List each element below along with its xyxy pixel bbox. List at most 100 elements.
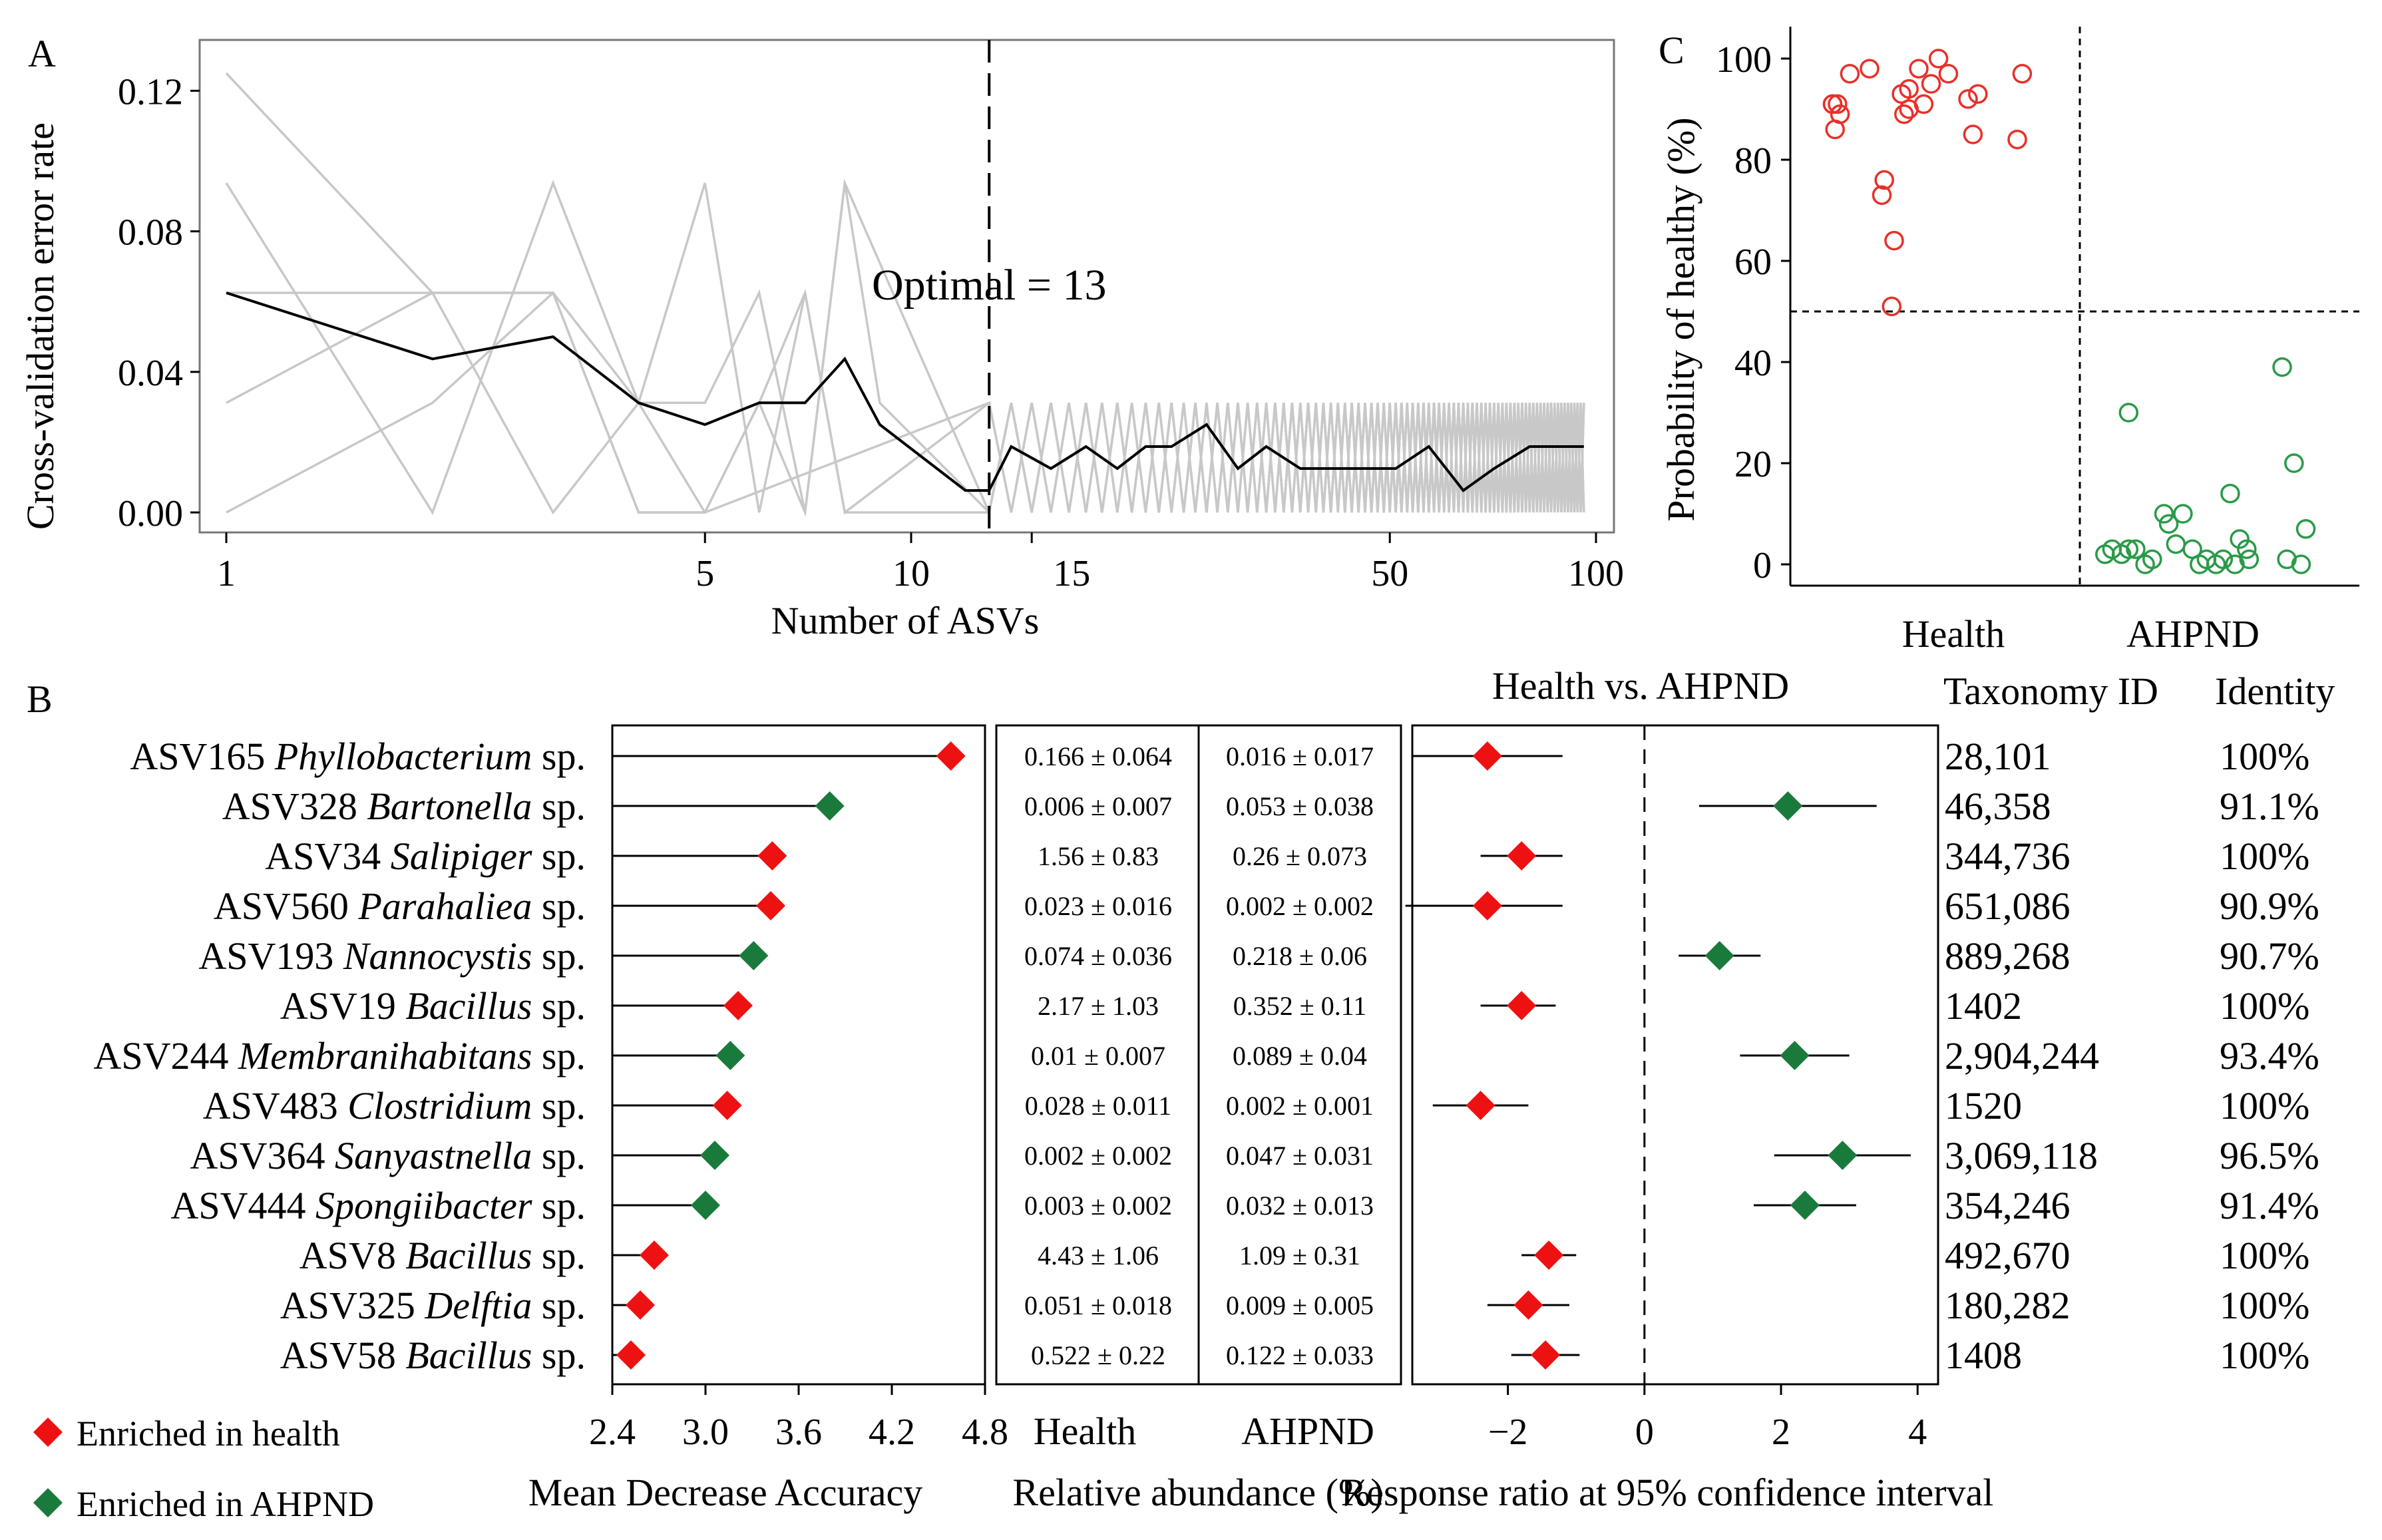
rr-marker: [1507, 991, 1537, 1020]
rr-tick-label: −2: [1488, 1412, 1528, 1453]
asv-genus: Bartonella: [367, 785, 532, 828]
panel-b-rr-axis: −2 0 2 4: [1488, 1384, 1927, 1453]
asv-sp: sp.: [532, 835, 586, 878]
asv-genus: Membranihabitans: [238, 1034, 532, 1077]
asv-id: ASV34: [265, 835, 391, 878]
asv-genus: Delftia: [424, 1284, 532, 1327]
abund-ahpnd: 0.002 ± 0.001: [1226, 1091, 1374, 1121]
panel-c-point-ahpnd: [2118, 539, 2139, 559]
panel-c-point-ahpnd: [2142, 549, 2162, 570]
asv-name: ASV328 Bartonella sp.: [222, 785, 586, 828]
panel-c-point-ahpnd: [2158, 514, 2179, 534]
abund-ahpnd: 0.047 ± 0.031: [1226, 1141, 1374, 1171]
panel-c-point-health: [1963, 124, 1983, 144]
abund-health: 0.074 ± 0.036: [1024, 941, 1172, 971]
identity-value: 100%: [2220, 1234, 2309, 1277]
panel-c-point-health: [1899, 79, 1919, 99]
asv-genus: Nannocystis: [343, 934, 532, 978]
panel-c-point-health: [1825, 119, 1845, 140]
identity-value: 90.7%: [2220, 934, 2319, 978]
panel-b-label: B: [27, 677, 53, 721]
panel-b-mda-axis: 2.4 3.0 3.6 4.2 4.8: [589, 1384, 1008, 1453]
identity-value: 100%: [2220, 735, 2309, 778]
panel-c-point-health: [1860, 59, 1880, 79]
taxonomy-id: 46,358: [1945, 785, 2051, 828]
panel-c-label: C: [1659, 29, 1685, 72]
abund-ahpnd: 0.053 ± 0.038: [1226, 791, 1374, 821]
asv-id: ASV58: [280, 1334, 406, 1377]
panel-a-xtick-label: 50: [1371, 553, 1408, 594]
taxonomy-id: 2,904,244: [1945, 1034, 2099, 1077]
panel-a-ytick-label: 0.00: [118, 493, 183, 534]
asv-name: ASV165 Phyllobacterium sp.: [130, 735, 586, 778]
panel-c-ytick-label: 100: [1716, 39, 1772, 81]
panel-c-ylabel: Probability of healthy (%): [1659, 117, 1702, 521]
asv-id: ASV244: [93, 1034, 238, 1077]
panel-c-point-health: [1938, 64, 1959, 84]
mda-marker: [691, 1191, 720, 1220]
asv-id: ASV8: [299, 1234, 406, 1277]
abund-ahpnd: 0.002 ± 0.002: [1226, 891, 1374, 921]
panel-a-ylabel: Cross-validation error rate: [19, 122, 62, 530]
asv-genus: Phyllobacterium: [274, 735, 532, 778]
rr-marker: [1828, 1141, 1858, 1170]
panel-b: B ASV165 Phyllobacterium sp. ASV328 Barto…: [27, 664, 2335, 1524]
panel-c: C 0 20 40 60 80 100 Health AHPND Probability …: [1659, 27, 2359, 656]
asv-name: ASV444 Spongiibacter sp.: [170, 1184, 586, 1227]
panel-a-ytick-label: 0.08: [118, 212, 183, 254]
abund-ahpnd: 0.352 ± 0.11: [1233, 991, 1366, 1021]
identity-value: 91.4%: [2220, 1184, 2319, 1227]
abund-health: 0.003 ± 0.002: [1024, 1191, 1172, 1221]
mda-tick-label: 3.0: [682, 1412, 729, 1453]
panel-a: A Optimal = 13 0.000.040.080.12 1 5 10 15 50…: [19, 32, 1624, 642]
taxonomy-id: 1408: [1945, 1334, 2022, 1377]
abund-ahpnd: 0.218 ± 0.06: [1233, 941, 1367, 971]
asv-genus: Parahaliea: [357, 884, 532, 928]
panel-a-label: A: [28, 32, 56, 75]
panel-c-point-ahpnd: [2220, 483, 2240, 504]
rr-tick-label: 4: [1908, 1412, 1927, 1453]
panel-a-xtick-label: 15: [1053, 553, 1090, 594]
asv-sp: sp.: [532, 884, 586, 928]
panel-c-point-health: [1928, 49, 1949, 69]
panel-b-abund-col-ahpnd: AHPND: [1241, 1410, 1374, 1453]
panel-c-point-health: [1882, 296, 1902, 317]
asv-sp: sp.: [532, 1284, 586, 1327]
taxonomy-id: 3,069,118: [1945, 1134, 2098, 1177]
asv-sp: sp.: [532, 1134, 586, 1177]
asv-name: ASV19 Bacillus sp.: [280, 984, 586, 1028]
panel-b-mda-plot: [612, 741, 966, 1370]
panel-a-xtick-label: 100: [1568, 553, 1624, 594]
panel-c-point-health: [1913, 94, 1934, 114]
mda-marker: [739, 941, 769, 970]
abund-ahpnd: 0.089 ± 0.04: [1233, 1041, 1367, 1071]
asv-genus: Bacillus: [405, 984, 532, 1028]
rr-tick-label: 0: [1635, 1412, 1654, 1453]
mda-marker: [626, 1290, 655, 1320]
taxonomy-id: 28,101: [1945, 735, 2051, 778]
panel-a-ytick-label: 0.04: [118, 353, 183, 394]
mda-marker: [723, 991, 753, 1020]
asv-name: ASV58 Bacillus sp.: [280, 1334, 586, 1377]
panel-b-mda-xlabel: Mean Decrease Accuracy: [528, 1471, 923, 1514]
asv-name: ASV34 Salipiger sp.: [265, 835, 586, 878]
mda-marker: [757, 841, 787, 870]
abund-ahpnd: 0.016 ± 0.017: [1226, 741, 1374, 771]
panel-c-ytick-label: 80: [1734, 140, 1772, 182]
panel-a-fold-lines: [225, 72, 1585, 517]
asv-genus: Bacillus: [405, 1334, 532, 1377]
rr-marker: [1780, 1041, 1810, 1070]
asv-sp: sp.: [532, 984, 586, 1028]
abund-health: 0.166 ± 0.064: [1024, 741, 1172, 771]
panel-c-point-ahpnd: [2173, 504, 2193, 524]
asv-id: ASV560: [214, 884, 359, 928]
panel-c-point-ahpnd: [2154, 504, 2174, 524]
panel-c-xcat-health: Health: [1902, 612, 2005, 656]
panel-b-abund-col-health: Health: [1034, 1410, 1137, 1453]
mda-marker: [815, 791, 845, 821]
rr-marker: [1472, 891, 1502, 920]
abund-health: 0.051 ± 0.018: [1024, 1290, 1172, 1320]
panel-c-point-ahpnd: [2284, 453, 2304, 473]
panel-c-point-health: [1828, 94, 1848, 114]
